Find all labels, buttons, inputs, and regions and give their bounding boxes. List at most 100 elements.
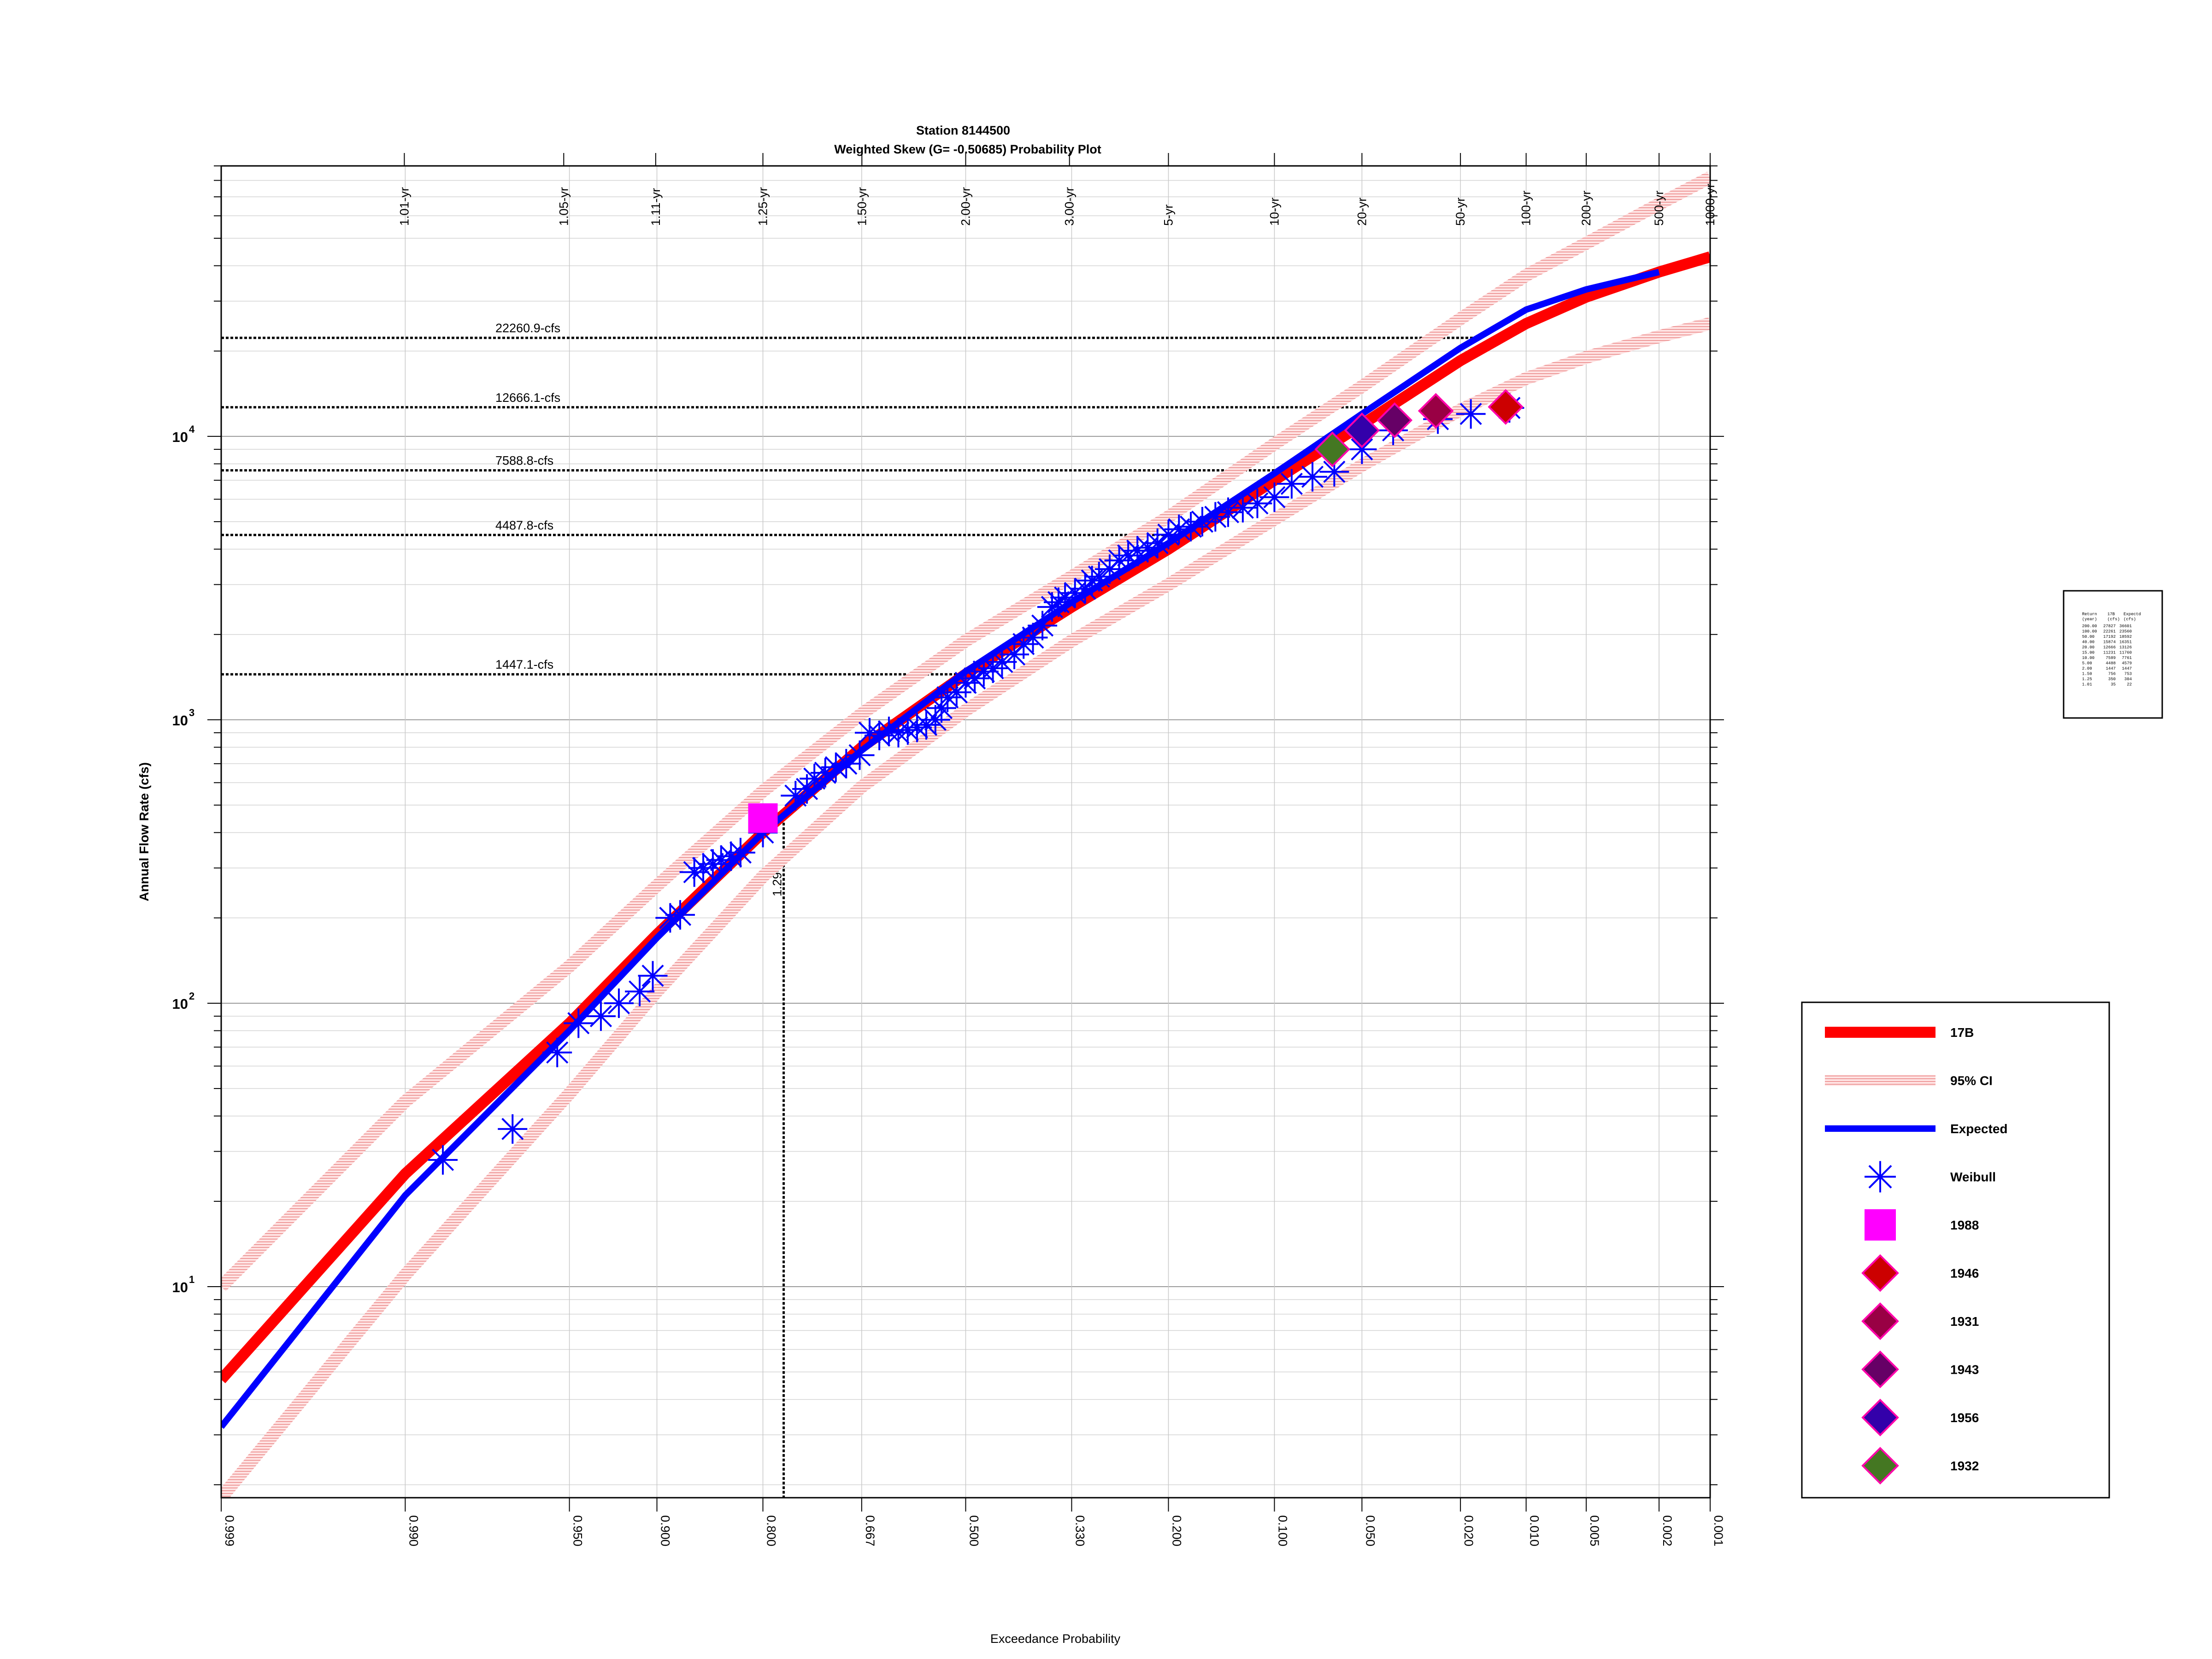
weibull-point: [586, 1001, 616, 1031]
weibull-stroke: [1204, 506, 1227, 528]
line-17b: [221, 251, 1710, 1383]
weibull-stroke: [669, 904, 692, 926]
weibull-stroke: [887, 722, 910, 744]
summary-table: Return 17B Expectd (year) (cfs) (cfs) 200.00 27…: [2063, 590, 2163, 719]
y-tick-label: 10: [172, 712, 188, 729]
legend-label: 1943: [1950, 1363, 1979, 1377]
weibull-stroke: [858, 722, 881, 744]
line-expected: [221, 269, 1660, 1429]
summary-cell: 22261: [2103, 629, 2116, 634]
weibull-stroke: [1217, 501, 1240, 524]
flow-reference-label: 1447.1-cfs: [495, 658, 553, 671]
legend-label: Weibull: [1950, 1170, 1996, 1184]
summary-header-cell: (cfs): [2124, 617, 2136, 622]
weibull-stroke: [896, 719, 919, 741]
weibull-stroke: [972, 660, 995, 683]
weibull-stroke: [1191, 510, 1214, 533]
weibull-stroke: [546, 1041, 569, 1064]
legend-symbol-diamond: [1861, 1350, 1899, 1388]
chart-subtitle: Weighted Skew (G= -0.50685) Probability …: [834, 142, 1101, 156]
summary-cell: 15.00: [2082, 651, 2094, 655]
summary-cell: 16351: [2119, 640, 2132, 645]
y-tick-label: 10: [172, 1279, 188, 1295]
weibull-stroke: [589, 1005, 612, 1028]
x-tick-label: 0.990: [406, 1515, 420, 1547]
marker-layer: [428, 389, 1524, 1175]
summary-header-cell: Return: [2082, 612, 2097, 617]
summary-cell: 753: [2124, 672, 2132, 677]
legend-symbol-square: [1865, 1209, 1896, 1241]
weibull-stroke: [629, 980, 651, 1003]
legend-label: 17B: [1950, 1025, 1974, 1040]
weibull-stroke: [1301, 465, 1324, 488]
summary-cell: 2.00: [2082, 666, 2092, 671]
summary-cell: 50.00: [2082, 635, 2094, 639]
x-tick-label: 0.200: [1170, 1515, 1183, 1547]
weibull-point: [1176, 512, 1206, 541]
weibull-point: [665, 900, 695, 930]
summary-table-frame: [2063, 590, 2163, 719]
legend-symbol-weibull: [1865, 1161, 1896, 1193]
summary-cell: 20.00: [2082, 645, 2094, 650]
summary-cell: 304: [2124, 677, 2132, 682]
x-tick-label: 0.667: [863, 1515, 877, 1547]
weibull-point: [978, 653, 1008, 683]
x-tick-label: 0.900: [659, 1515, 672, 1547]
weibull-stroke: [1459, 403, 1482, 425]
summary-cell: 1.25: [2082, 677, 2092, 682]
y-tick-exponent: 4: [189, 424, 195, 435]
weibull-stroke: [607, 992, 630, 1014]
legend-symbol-diamond: [1861, 1447, 1899, 1485]
summary-cell: 1447: [2106, 666, 2116, 671]
y-tick-exponent: 1: [189, 1274, 194, 1285]
weibull-point: [845, 740, 875, 770]
summary-cell: 36601: [2119, 624, 2132, 629]
weibull-point: [1142, 528, 1172, 558]
return-period-label: 200-yr: [1579, 190, 1593, 226]
weibull-point: [800, 764, 830, 794]
summary-header-cell: Expectd: [2124, 612, 2141, 617]
legend-label: 1932: [1950, 1459, 1979, 1473]
summary-cell: 1447: [2122, 666, 2132, 671]
summary-header-cell: (cfs): [2107, 617, 2120, 622]
weibull-stroke: [1263, 486, 1286, 508]
weibull-point: [1347, 435, 1377, 465]
legend-label: 1988: [1950, 1218, 1979, 1232]
x-tick-label: 0.999: [223, 1515, 236, 1547]
y-tick-label: 10: [172, 996, 188, 1012]
chart-title: Station 8144500: [916, 124, 1010, 137]
weibull-stroke: [1157, 524, 1180, 546]
reference-lines: 22260.9-cfs 12666.1-cfs 7588.8-cfs 4487.8-c…: [221, 321, 1478, 1498]
y-axis-title: Annual Flow Rate (cfs): [137, 762, 151, 901]
weibull-stroke: [567, 1012, 590, 1035]
summary-cell: 12666: [2103, 645, 2116, 650]
summary-cell: 11760: [2119, 651, 2132, 655]
summary-cell: 10.00: [2082, 656, 2094, 660]
x-tick-label: 0.005: [1588, 1515, 1601, 1547]
marker-1932: [1314, 431, 1351, 467]
weibull-stroke: [431, 1148, 454, 1171]
flow-reference-label: 4487.8-cfs: [495, 518, 553, 532]
weibull-point: [725, 838, 755, 868]
summary-cell: 22: [2127, 682, 2132, 687]
summary-header-cell: 17B: [2107, 612, 2115, 617]
weibull-point: [1113, 541, 1143, 571]
ci-lower-line: [221, 317, 1710, 1498]
summary-cell: 17192: [2103, 635, 2116, 639]
return-period-label: 1.50-yr: [855, 187, 869, 226]
weibull-point: [1070, 574, 1100, 604]
summary-cell: 18592: [2119, 635, 2132, 639]
weibull-point: [564, 1008, 594, 1038]
weibull-point: [604, 988, 634, 1018]
weibull-point: [951, 668, 981, 698]
weibull-point: [1319, 457, 1349, 487]
return-period-label: 1.05-yr: [557, 187, 571, 226]
weibull-point: [1200, 502, 1230, 532]
legend: 17B 95% CI Expected Weibull 1988 1946 1931 1943…: [1801, 1001, 2110, 1499]
summary-cell: 350: [2108, 677, 2116, 682]
weibull-point: [781, 781, 811, 811]
weibull-point: [1277, 469, 1306, 499]
legend-label: 1956: [1950, 1411, 1979, 1425]
marker-1988: [748, 803, 778, 833]
flow-reference-label: 12666.1-cfs: [495, 391, 560, 405]
